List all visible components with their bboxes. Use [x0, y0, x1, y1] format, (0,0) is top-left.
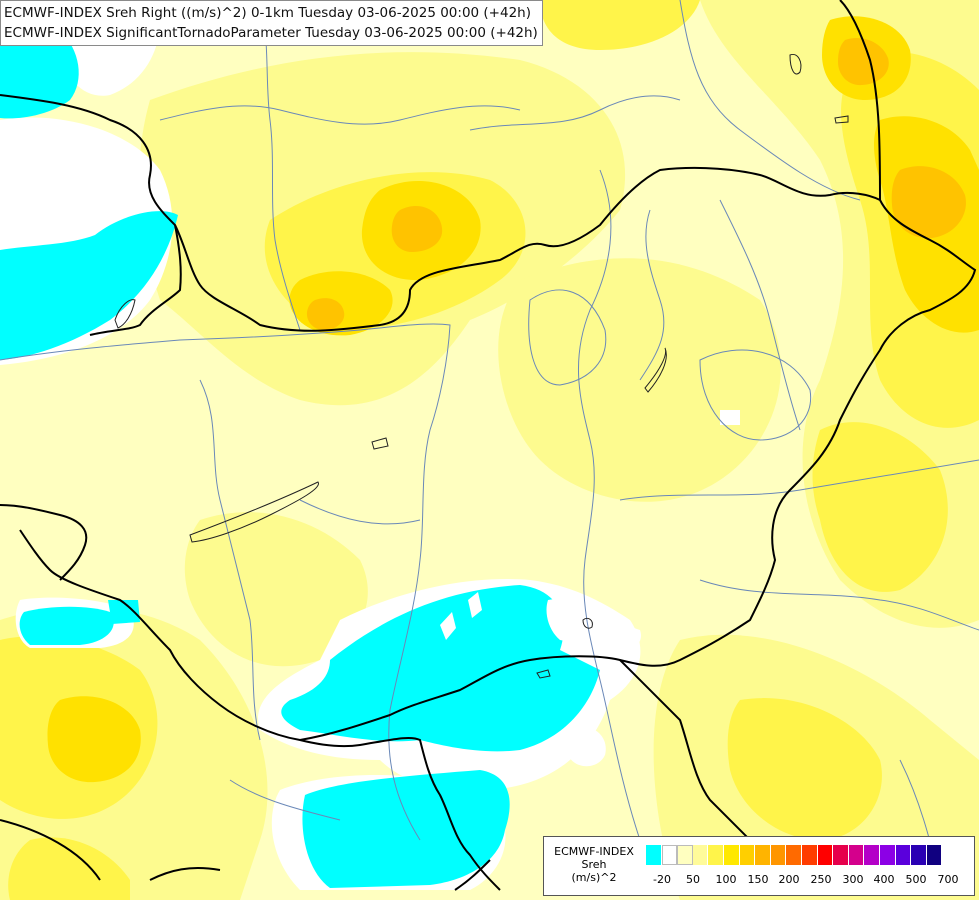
legend-tick-label: -20	[653, 873, 671, 886]
legend-swatch	[677, 845, 693, 865]
legend-swatch	[817, 845, 834, 865]
legend-swatch	[926, 845, 943, 865]
legend-tick-label: 100	[715, 873, 737, 886]
map-title-line-1: ECMWF-INDEX Sreh Right ((m/s)^2) 0-1km T…	[4, 5, 531, 21]
legend-tick-labels: -20 50 100 150 200 250 300 400 500 700	[646, 873, 966, 887]
legend-tick-label: 500	[905, 873, 927, 886]
legend-title-line-3: (m/s)^2	[571, 871, 617, 884]
legend-swatch	[661, 845, 678, 865]
legend-swatch	[770, 845, 787, 865]
legend-swatch	[801, 845, 818, 865]
map-title-box: ECMWF-INDEX Sreh Right ((m/s)^2) 0-1km T…	[0, 0, 543, 46]
legend-title-line-2: Sreh	[581, 858, 607, 871]
legend-color-bar	[646, 845, 943, 865]
color-legend: ECMWF-INDEX Sreh (m/s)^2 -20 50 100 150 200 2…	[543, 836, 975, 896]
legend-swatch	[864, 845, 880, 865]
legend-swatch	[911, 845, 927, 865]
legend-tick-label: 50	[686, 873, 700, 886]
legend-swatch	[692, 845, 709, 865]
legend-swatch	[755, 845, 771, 865]
legend-tick-label: 150	[747, 873, 769, 886]
legend-tick-label: 200	[778, 873, 800, 886]
legend-swatch	[739, 845, 756, 865]
legend-title: ECMWF-INDEX Sreh (m/s)^2	[544, 845, 644, 884]
legend-title-line-1: ECMWF-INDEX	[554, 845, 634, 858]
legend-swatch	[723, 845, 740, 865]
legend-swatch	[786, 845, 802, 865]
shading-orange	[306, 38, 966, 330]
legend-tick-label: 250	[810, 873, 832, 886]
legend-swatch	[848, 845, 865, 865]
legend-swatch	[895, 845, 912, 865]
legend-swatch	[708, 845, 724, 865]
legend-swatch	[879, 845, 896, 865]
map-title-line-2: ECMWF-INDEX SignificantTornadoParameter …	[4, 25, 538, 41]
lakes	[114, 53, 849, 679]
shading-holes	[440, 592, 641, 767]
legend-swatch	[833, 845, 849, 865]
legend-swatch	[646, 845, 662, 865]
rivers	[0, 0, 979, 881]
legend-tick-label: 700	[937, 873, 959, 886]
shading-negative	[0, 30, 600, 888]
legend-tick-label: 400	[873, 873, 895, 886]
legend-tick-label: 300	[842, 873, 864, 886]
